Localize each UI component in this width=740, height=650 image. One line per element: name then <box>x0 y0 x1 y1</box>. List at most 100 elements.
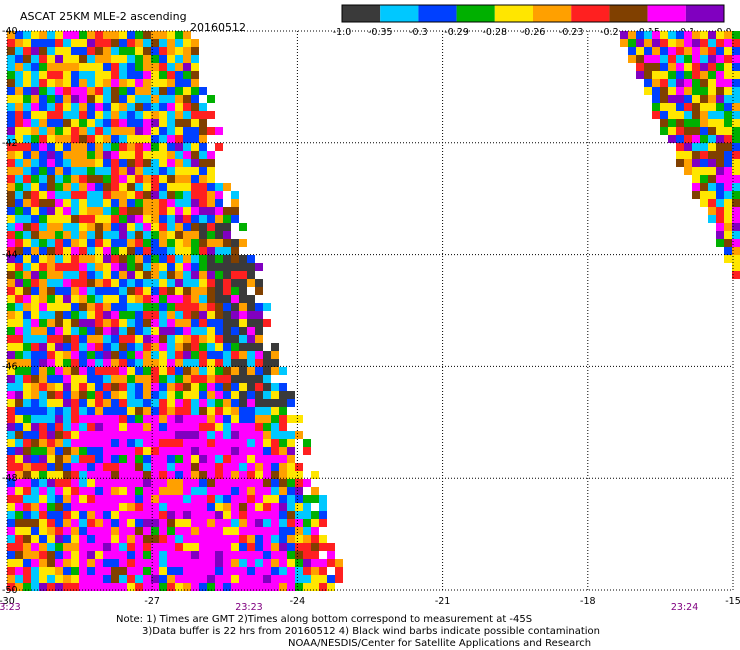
swath-cell <box>724 207 732 215</box>
swath-cell <box>111 423 119 431</box>
swath-cell <box>111 431 119 439</box>
swath-cell <box>15 327 23 335</box>
swath-cell <box>127 63 135 71</box>
swath-cell <box>79 415 87 423</box>
swath-cell <box>87 503 95 511</box>
swath-cell <box>143 263 151 271</box>
swath-cell <box>167 183 175 191</box>
swath-cell <box>87 439 95 447</box>
swath-cell <box>111 255 119 263</box>
swath-cell <box>183 495 191 503</box>
swath-cell <box>7 319 15 327</box>
swath-cell <box>7 71 15 79</box>
swath-cell <box>175 215 183 223</box>
swath-cell <box>111 279 119 287</box>
swath-cell <box>47 583 55 591</box>
swath-cell <box>716 239 724 247</box>
swath-cell <box>199 255 207 263</box>
swath-cell <box>95 367 103 375</box>
swath-cell <box>143 511 151 519</box>
swath-cell <box>7 31 15 39</box>
swath-cell <box>271 511 279 519</box>
swath-cell <box>263 367 271 375</box>
swath-cell <box>239 375 247 383</box>
swath-cell <box>183 407 191 415</box>
swath-cell <box>151 407 159 415</box>
swath-cell <box>295 567 303 575</box>
swath-cell <box>191 367 199 375</box>
swath-cell <box>71 527 79 535</box>
swath-cell <box>7 263 15 271</box>
swath-cell <box>247 567 255 575</box>
swath-cell <box>287 559 295 567</box>
swath-cell <box>135 223 143 231</box>
swath-cell <box>31 159 39 167</box>
swath-cell <box>127 535 135 543</box>
swath-cell <box>95 423 103 431</box>
swath-cell <box>71 431 79 439</box>
swath-cell <box>47 367 55 375</box>
swath-cell <box>127 95 135 103</box>
swath-cell <box>239 351 247 359</box>
swath-cell <box>95 303 103 311</box>
swath-cell <box>724 63 732 71</box>
swath-cell <box>151 343 159 351</box>
swath-cell <box>700 103 708 111</box>
swath-cell <box>279 567 287 575</box>
swath-cell <box>63 39 71 47</box>
swath-cell <box>159 31 167 39</box>
swath-cell <box>143 199 151 207</box>
swath-cell <box>271 431 279 439</box>
swath-cell <box>23 47 31 55</box>
swath-cell <box>199 383 207 391</box>
swath-cell <box>199 471 207 479</box>
swath-cell <box>175 495 183 503</box>
swath-cell <box>87 199 95 207</box>
swath-cell <box>127 143 135 151</box>
swath-cell <box>23 327 31 335</box>
lat-tick-label: -42 <box>2 138 18 149</box>
swath-cell <box>191 487 199 495</box>
swath-cell <box>183 359 191 367</box>
swath-cell <box>191 239 199 247</box>
swath-cell <box>111 487 119 495</box>
swath-cell <box>55 167 63 175</box>
swath-cell <box>207 503 215 511</box>
swath-cell <box>692 79 700 87</box>
swath-cell <box>167 71 175 79</box>
swath-cell <box>660 119 668 127</box>
swath-cell <box>63 551 71 559</box>
swath-cell <box>55 335 63 343</box>
swath-cell <box>231 471 239 479</box>
swath-cell <box>199 375 207 383</box>
swath-cell <box>239 279 247 287</box>
swath-cell <box>175 279 183 287</box>
swath-cell <box>183 519 191 527</box>
swath-cell <box>255 439 263 447</box>
swath-cell <box>127 495 135 503</box>
swath-cell <box>31 127 39 135</box>
swath-cell <box>111 351 119 359</box>
swath-cell <box>31 39 39 47</box>
swath-cell <box>207 415 215 423</box>
swath-cell <box>255 471 263 479</box>
swath-cell <box>135 551 143 559</box>
lon-tick-label: -21 <box>435 596 451 607</box>
swath-cell <box>103 391 111 399</box>
swath-cell <box>199 431 207 439</box>
swath-cell <box>103 143 111 151</box>
swath-cell <box>111 111 119 119</box>
swath-cell <box>119 463 127 471</box>
swath-cell <box>175 407 183 415</box>
swath-cell <box>47 159 55 167</box>
swath-cell <box>127 359 135 367</box>
swath-cell <box>135 119 143 127</box>
swath-cell <box>23 71 31 79</box>
swath-cell <box>303 495 311 503</box>
swath-cell <box>319 559 327 567</box>
swath-cell <box>15 119 23 127</box>
swath-cell <box>135 167 143 175</box>
swath-cell <box>127 175 135 183</box>
swath-cell <box>103 239 111 247</box>
swath-cell <box>23 583 31 591</box>
